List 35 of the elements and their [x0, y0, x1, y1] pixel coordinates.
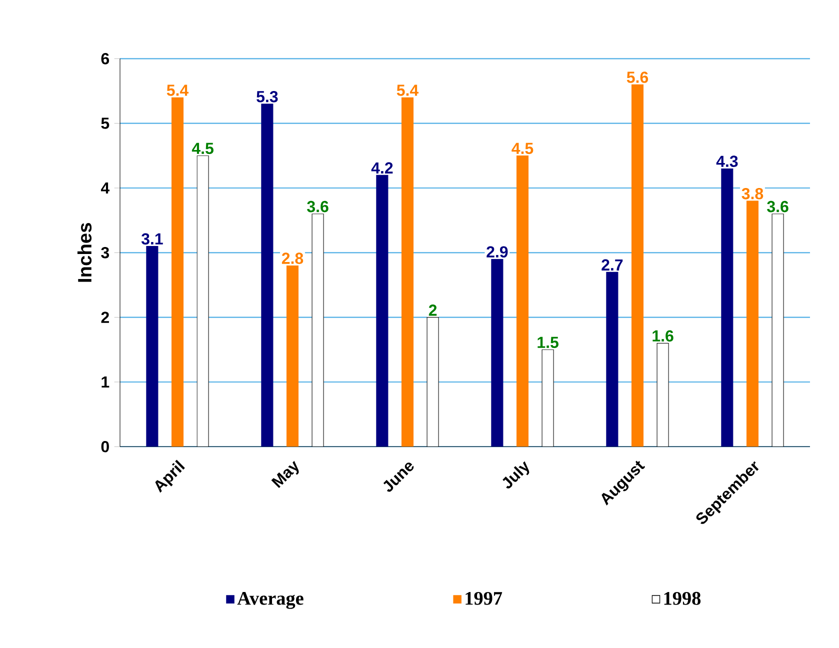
data-label: 2	[428, 304, 437, 316]
y-tick-label: 6	[101, 53, 110, 64]
data-label: 3.8	[742, 188, 764, 200]
data-label: 3.6	[767, 200, 788, 212]
data-label: 5.4	[396, 84, 419, 96]
y-tick-label: 2	[101, 312, 109, 323]
data-label: 3.6	[307, 200, 328, 212]
data-label: 5.4	[166, 84, 189, 96]
y-tick-label: 4	[100, 182, 110, 194]
y-tick-label: 3	[101, 246, 110, 258]
data-label: 2.7	[602, 259, 623, 270]
legend-label: Average	[237, 592, 304, 609]
data-label: 1.5	[538, 336, 558, 348]
data-label: 4.2	[371, 162, 393, 174]
data-label: 2.9	[486, 246, 508, 258]
data-label: 5.6	[626, 72, 648, 83]
data-label: 4.5	[512, 142, 534, 154]
legend-label: 1998	[664, 592, 701, 605]
bar	[721, 168, 734, 447]
data-label: 5.3	[256, 90, 278, 102]
data-label: 1.6	[652, 330, 674, 342]
bar	[376, 174, 388, 447]
data-label: 2.8	[282, 252, 304, 264]
data-label: 3.1	[141, 233, 163, 245]
y-tick-label: 5	[101, 118, 110, 129]
data-label: 4.3	[716, 156, 738, 168]
bar	[606, 272, 618, 447]
y-tick-label: 1	[102, 376, 110, 388]
bar	[261, 104, 274, 447]
x-tick-label: May	[271, 460, 299, 488]
y-tick-label: 0	[101, 440, 109, 452]
data-label: 4.5	[192, 142, 214, 154]
legend-label: 1997	[466, 592, 502, 605]
y-axis-title: Inches	[77, 223, 92, 282]
bar	[146, 246, 158, 447]
